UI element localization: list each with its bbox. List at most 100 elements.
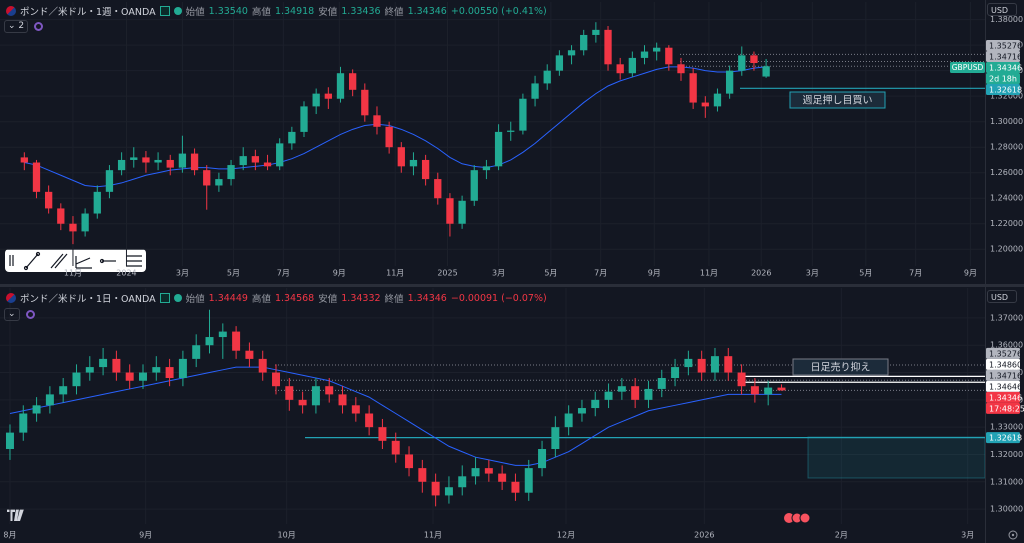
candle-body	[19, 413, 28, 433]
x-tick-label: 3月	[806, 269, 819, 278]
tag-bg	[986, 39, 1020, 51]
tag-bg	[986, 61, 1020, 73]
status-dot	[173, 7, 182, 15]
currency-select[interactable]: USD	[987, 290, 1017, 303]
candle-body	[99, 358, 108, 368]
candle-body	[312, 93, 320, 107]
y-tick-label: 1.37000	[990, 313, 1023, 322]
annotation-text: 日足売り抑え	[811, 361, 871, 374]
candle-body	[764, 387, 773, 395]
collapse[interactable]: ⌄ 2	[4, 20, 29, 33]
candle-body	[125, 372, 134, 381]
x-tick-label: 7月	[594, 269, 607, 278]
ohlc-label: 安値	[318, 294, 338, 305]
candle-body	[72, 372, 81, 387]
candle-body	[391, 440, 400, 455]
price-tag-label: 1.34860	[989, 360, 1022, 369]
ohlc-label: 始値	[185, 7, 205, 18]
moving-average	[9, 366, 782, 466]
x-tick-label: 2026	[751, 269, 771, 278]
countdown-label: 17:48:25	[989, 404, 1024, 413]
candle-body	[592, 29, 600, 35]
symbol-title: ポンド／米ドル・1日・OANDA	[20, 294, 156, 305]
candle-body	[139, 372, 147, 381]
candle-body	[750, 55, 758, 64]
pane-controls[interactable]: ⌄	[4, 308, 35, 321]
event-icons[interactable]	[784, 512, 811, 524]
candle-body	[349, 73, 357, 90]
candle-body	[192, 345, 201, 359]
x-tick-label: 10月	[278, 531, 296, 540]
candle-body	[750, 386, 759, 395]
candle-body	[725, 70, 734, 94]
candle-body	[112, 358, 121, 373]
settings-icon[interactable]	[1008, 530, 1018, 540]
price-tag: 1.34716	[986, 369, 1022, 381]
x-tick-label: 9月	[139, 531, 152, 540]
pane	[0, 2, 985, 266]
candle-body	[677, 64, 685, 74]
x-tick-label: 2月	[835, 531, 848, 540]
candle-body	[178, 358, 187, 379]
candle-body	[689, 73, 697, 103]
annotation-text: 週足押し目買い	[803, 94, 873, 107]
x-tick-label: 5月	[859, 269, 872, 278]
price-tag: 1.35276	[986, 39, 1022, 51]
ohlc-label: 高値	[251, 7, 271, 18]
candle-body	[631, 386, 640, 400]
pane-controls[interactable]: ⌄ 2	[4, 20, 44, 33]
candle-body	[538, 449, 547, 469]
price-tag-label: 1.35276	[989, 349, 1022, 358]
drawing-toolbar[interactable]	[5, 249, 146, 272]
y-tick-label: 1.36000	[990, 341, 1023, 350]
indicator-icon[interactable]	[34, 22, 44, 31]
candle-body	[32, 162, 41, 192]
candle-body	[684, 358, 693, 368]
x-tick-label: 2024	[116, 269, 136, 278]
candle-body	[701, 102, 709, 107]
currency-select[interactable]: USD	[987, 3, 1017, 16]
market-icon	[159, 6, 170, 16]
ohlc-value: 1.34918	[274, 5, 315, 17]
ohlc-label: 始値	[185, 294, 205, 305]
x-tick-label: 9月	[333, 269, 346, 278]
candle-body	[272, 372, 281, 387]
candle-body	[232, 331, 241, 351]
ohlc-value: 1.34346	[407, 292, 447, 304]
candle-body	[591, 399, 600, 409]
y-tick-label: 1.33000	[990, 423, 1023, 432]
tag-bg	[986, 347, 1020, 359]
candle-body	[258, 358, 267, 373]
price-tag-label: 1.34716	[989, 52, 1022, 61]
candle-body	[190, 153, 199, 171]
candle-body	[482, 166, 491, 171]
candle-body	[710, 356, 719, 373]
candle-body	[434, 179, 442, 199]
candle-body	[446, 198, 454, 224]
candle-body	[471, 468, 480, 477]
indicator-icon[interactable]	[25, 310, 35, 319]
price-tag-label: 1.34716	[989, 371, 1022, 380]
candle-body	[409, 159, 418, 167]
symbol-title: ポンド／米ドル・1週・OANDA	[20, 7, 156, 18]
ohlc-label: 高値	[251, 294, 271, 305]
symbol-tag-bg	[950, 61, 985, 73]
candle-body	[604, 391, 613, 400]
collapse[interactable]: ⌄	[4, 308, 20, 321]
candle-body	[640, 51, 649, 58]
toolbar-icons	[9, 251, 142, 271]
x-tick-label: 5月	[227, 269, 240, 278]
symbol-flag	[6, 293, 16, 303]
symbol-flag	[6, 6, 16, 16]
market-icon	[159, 293, 170, 303]
candle-body	[484, 468, 493, 474]
candle-body	[458, 476, 467, 488]
candle-body	[117, 159, 126, 171]
price-tag-label: 1.34646	[989, 382, 1022, 391]
legend-header: ポンド／米ドル・1週・OANDA 始値 1.33540 高値 1.34918 安値 1.33…	[6, 4, 547, 18]
candle-body	[227, 165, 235, 180]
candle-body	[431, 481, 440, 496]
candle-body	[32, 405, 41, 414]
candle-body	[105, 170, 114, 192]
candle-body	[616, 64, 624, 74]
